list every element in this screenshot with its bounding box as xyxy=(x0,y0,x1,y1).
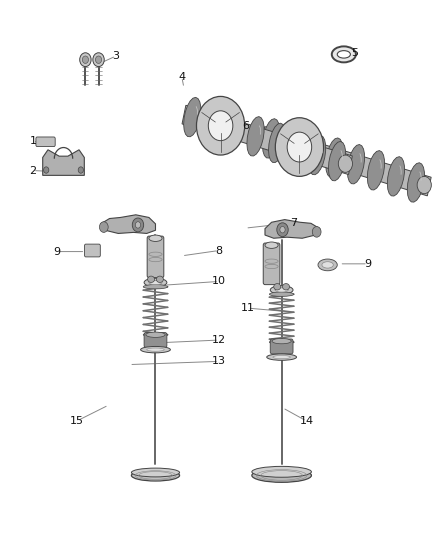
FancyBboxPatch shape xyxy=(147,236,164,278)
Ellipse shape xyxy=(275,288,288,292)
Circle shape xyxy=(208,111,233,141)
Ellipse shape xyxy=(147,348,164,351)
Text: 4: 4 xyxy=(178,72,185,82)
Polygon shape xyxy=(304,131,321,171)
Text: 12: 12 xyxy=(212,335,226,345)
Text: 3: 3 xyxy=(113,51,120,61)
Polygon shape xyxy=(261,127,431,196)
Polygon shape xyxy=(367,150,385,190)
Ellipse shape xyxy=(283,284,290,290)
Text: 10: 10 xyxy=(212,277,226,286)
Text: 9: 9 xyxy=(364,259,371,269)
Polygon shape xyxy=(268,123,286,163)
Ellipse shape xyxy=(269,292,294,296)
Ellipse shape xyxy=(143,333,168,337)
Ellipse shape xyxy=(252,466,311,477)
Ellipse shape xyxy=(274,284,281,290)
Polygon shape xyxy=(284,125,301,165)
Polygon shape xyxy=(289,129,306,168)
Ellipse shape xyxy=(149,235,162,241)
Circle shape xyxy=(135,222,141,228)
Circle shape xyxy=(280,227,285,233)
FancyBboxPatch shape xyxy=(85,244,100,257)
Polygon shape xyxy=(247,117,264,156)
Ellipse shape xyxy=(146,332,165,337)
Ellipse shape xyxy=(252,469,311,482)
Polygon shape xyxy=(347,144,364,184)
Circle shape xyxy=(417,176,431,193)
FancyBboxPatch shape xyxy=(36,137,55,147)
Polygon shape xyxy=(101,215,155,233)
Circle shape xyxy=(338,155,353,172)
Circle shape xyxy=(80,53,91,67)
Circle shape xyxy=(95,56,102,63)
Circle shape xyxy=(43,167,49,173)
Text: 2: 2 xyxy=(29,166,36,175)
Polygon shape xyxy=(326,138,343,177)
Ellipse shape xyxy=(270,286,293,294)
Text: 5: 5 xyxy=(351,49,358,58)
Circle shape xyxy=(78,167,83,173)
Ellipse shape xyxy=(332,46,356,62)
Polygon shape xyxy=(205,104,223,143)
Ellipse shape xyxy=(131,470,180,481)
Ellipse shape xyxy=(337,51,350,58)
Ellipse shape xyxy=(131,468,180,477)
Ellipse shape xyxy=(272,338,291,344)
Polygon shape xyxy=(262,119,280,158)
Ellipse shape xyxy=(156,276,163,282)
FancyBboxPatch shape xyxy=(144,333,167,348)
Polygon shape xyxy=(182,106,352,174)
Ellipse shape xyxy=(148,276,155,282)
Text: 9: 9 xyxy=(53,247,60,256)
Text: 11: 11 xyxy=(240,303,254,313)
Circle shape xyxy=(276,118,324,176)
Text: 13: 13 xyxy=(212,357,226,366)
Ellipse shape xyxy=(269,340,294,344)
Ellipse shape xyxy=(144,278,167,287)
Circle shape xyxy=(99,222,108,232)
Ellipse shape xyxy=(149,280,162,285)
Ellipse shape xyxy=(143,285,168,289)
Ellipse shape xyxy=(141,346,170,353)
FancyBboxPatch shape xyxy=(263,243,280,285)
Circle shape xyxy=(132,218,144,232)
Circle shape xyxy=(287,132,312,162)
Ellipse shape xyxy=(318,259,337,271)
Polygon shape xyxy=(225,110,243,149)
Text: 6: 6 xyxy=(242,122,249,131)
Circle shape xyxy=(82,56,88,63)
Polygon shape xyxy=(407,163,424,202)
Text: 8: 8 xyxy=(215,246,223,255)
Circle shape xyxy=(93,53,104,67)
Text: 7: 7 xyxy=(290,218,297,228)
Text: 1: 1 xyxy=(29,136,36,146)
Polygon shape xyxy=(42,150,84,175)
Polygon shape xyxy=(265,220,320,238)
Ellipse shape xyxy=(265,242,278,248)
Polygon shape xyxy=(387,157,405,196)
FancyBboxPatch shape xyxy=(270,339,293,354)
Polygon shape xyxy=(308,135,326,175)
Ellipse shape xyxy=(273,356,290,359)
Circle shape xyxy=(312,227,321,237)
Circle shape xyxy=(277,223,288,237)
Ellipse shape xyxy=(322,262,333,268)
Polygon shape xyxy=(328,141,346,181)
Text: 15: 15 xyxy=(70,416,84,426)
Circle shape xyxy=(197,96,245,155)
Ellipse shape xyxy=(267,354,297,360)
Text: 14: 14 xyxy=(300,416,314,426)
Polygon shape xyxy=(184,98,201,137)
